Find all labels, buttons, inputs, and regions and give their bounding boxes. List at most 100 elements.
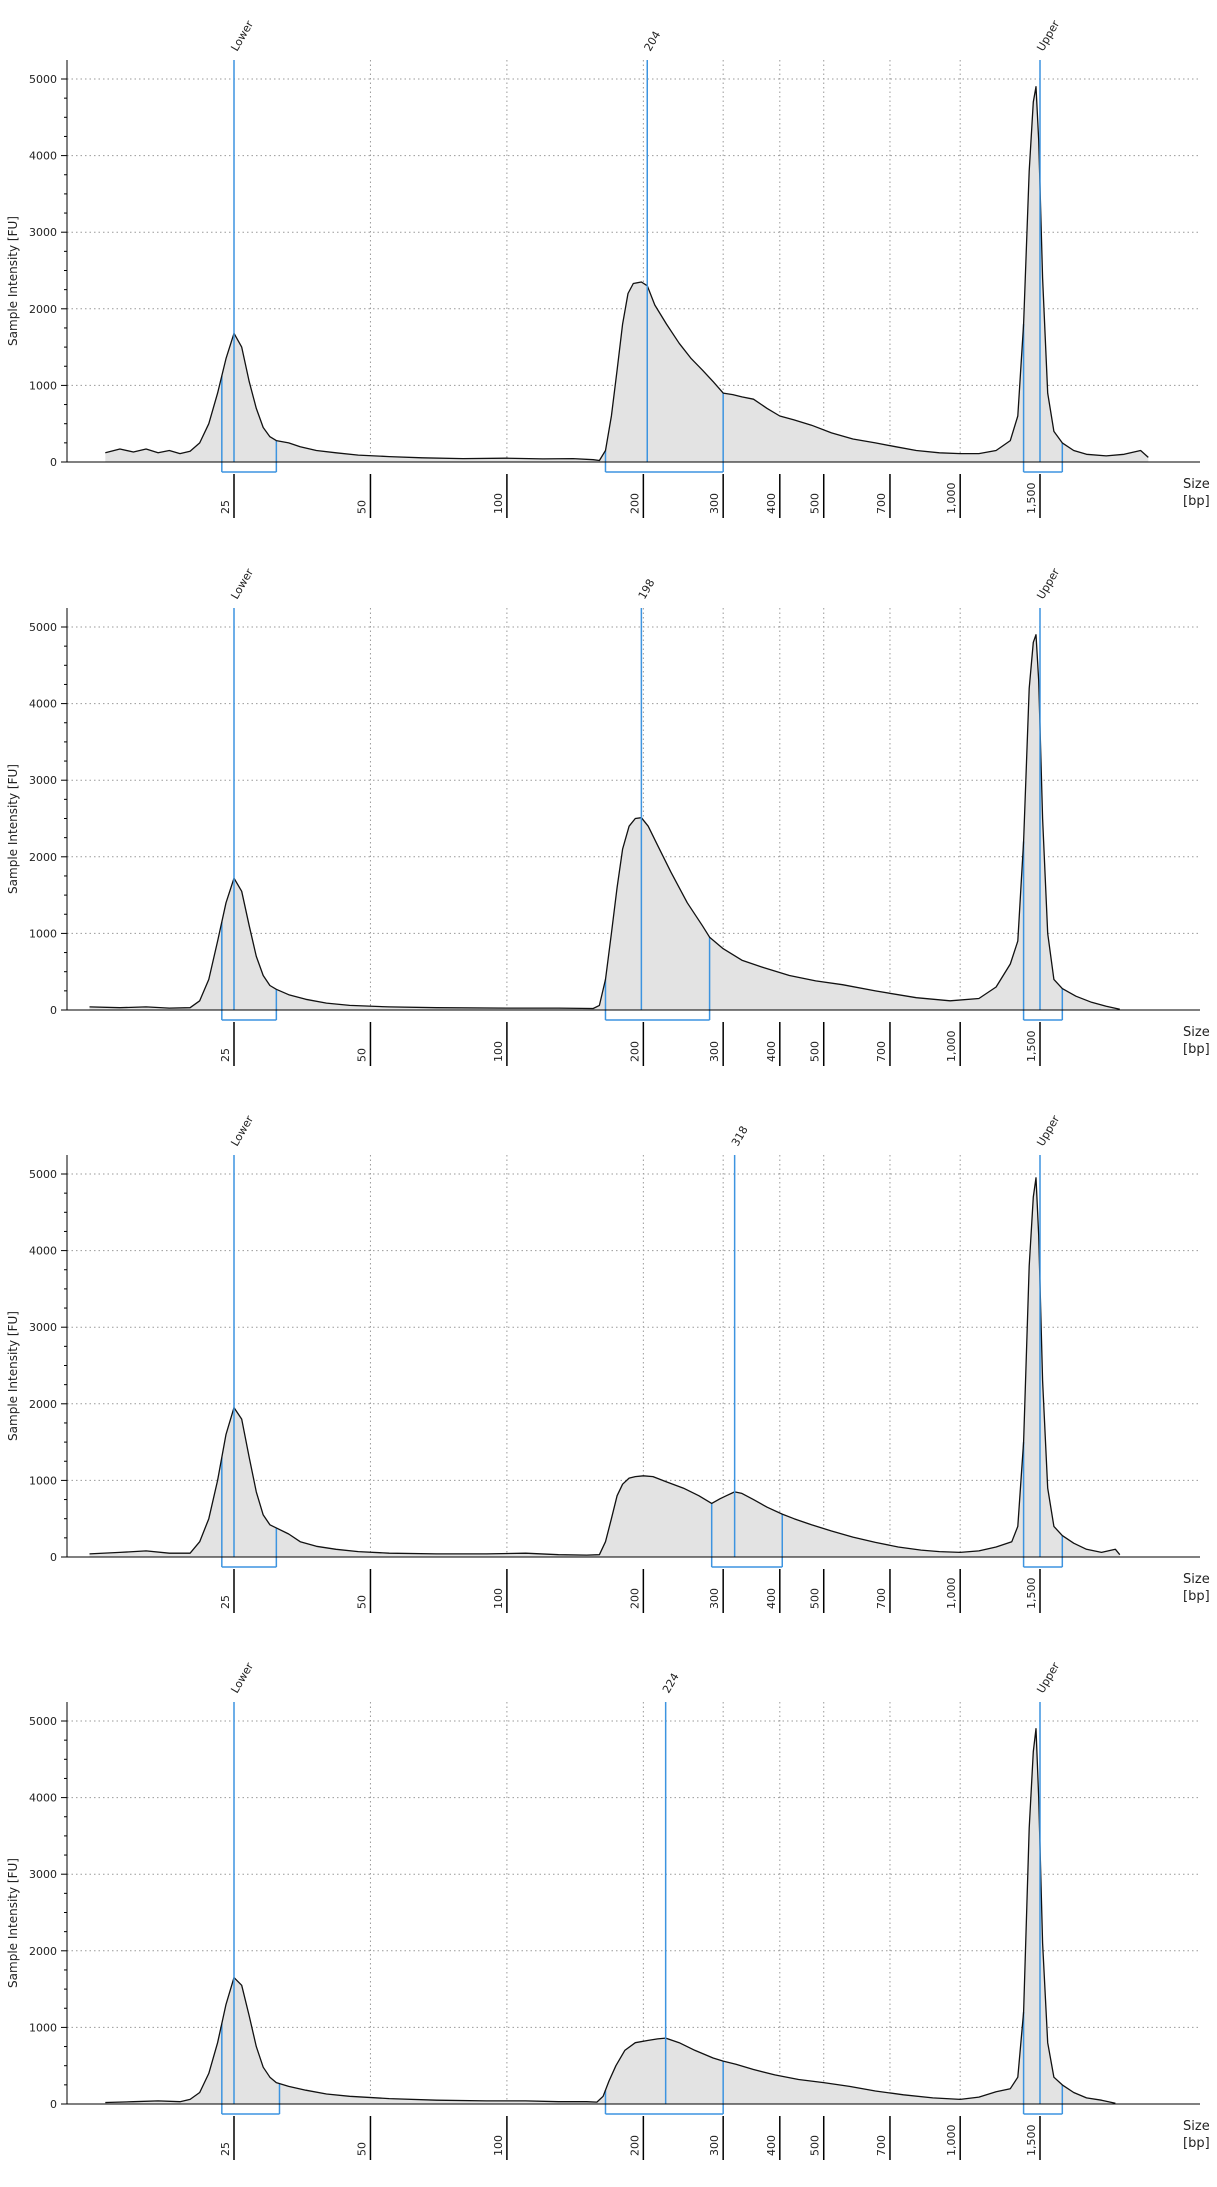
chart-4-x-tick-label-400: 400 (765, 2135, 778, 2156)
chart-3-x-tick-label-25: 25 (219, 1595, 232, 1609)
chart-2-x-tick-label-500: 500 (809, 1041, 822, 1062)
chart-3-y-tick-label-3000: 3000 (29, 1321, 57, 1334)
chart-1-y-axis-label: Sample Intensity [FU] (6, 216, 20, 346)
chart-3-x-tick-label-50: 50 (355, 1595, 368, 1609)
electropherogram-chart-1: Lower 204 Upper 0 1000 2000 3000 4000 5000 Sample… (6, 18, 1210, 518)
chart-4-x-tick-label-1500: 1,500 (1025, 2125, 1038, 2157)
chart-4-x-tick-label-300: 300 (708, 2135, 721, 2156)
chart-1-x-tick-label-25: 25 (219, 500, 232, 514)
chart-3-x-tick-label-700: 700 (875, 1588, 888, 1609)
chart-4-y-tick-label-2000: 2000 (29, 1945, 57, 1958)
chart-4-x-tick-label-1000: 1,000 (945, 2125, 958, 2157)
electropherogram-chart-3: Lower 318 Upper 0 1000 2000 3000 4000 5000 Sample… (6, 1113, 1210, 1613)
chart-2-y-tick-label-0: 0 (50, 1004, 57, 1017)
chart-3-x-tick-label-300: 300 (708, 1588, 721, 1609)
chart-3-x-axis-unit: [bp] (1183, 1589, 1210, 1604)
chart-2-peak-label-1: Lower (228, 566, 256, 601)
chart-1-x-tick-label-300: 300 (708, 493, 721, 514)
chart-3-y-tick-label-1000: 1000 (29, 1474, 57, 1487)
chart-1-x-tick-label-500: 500 (809, 493, 822, 514)
chart-2-x-tick-label-200: 200 (628, 1041, 641, 1062)
chart-3-x-axis-label: Size (1183, 1572, 1210, 1587)
chart-2-x-axis-label: Size (1183, 1025, 1210, 1040)
chart-2-x-tick-label-1500: 1,500 (1025, 1031, 1038, 1063)
chart-2-y-tick-label-5000: 5000 (29, 621, 57, 634)
chart-4-peak-label-3: Upper (1034, 1660, 1062, 1696)
chart-3-peak-label-1: Lower (228, 1113, 256, 1148)
chart-3-x-tick-label-200: 200 (628, 1588, 641, 1609)
chart-1-x-tick-label-200: 200 (628, 493, 641, 514)
chart-2-x-axis-unit: [bp] (1183, 1042, 1210, 1057)
chart-1-y-tick-label-2000: 2000 (29, 303, 57, 316)
chart-4-x-axis-label: Size (1183, 2119, 1210, 2134)
chart-2-y-tick-label-2000: 2000 (29, 851, 57, 864)
chart-4-y-axis-label: Sample Intensity [FU] (6, 1858, 20, 1988)
chart-1-x-tick-label-50: 50 (355, 500, 368, 514)
chart-1-y-tick-label-3000: 3000 (29, 226, 57, 239)
electropherogram-chart-2: Lower 198 Upper 0 1000 2000 3000 4000 5000 Sample… (6, 566, 1210, 1066)
electropherogram-panel-4: Lower 224 Upper 0 1000 2000 3000 4000 5000 Sample… (0, 1642, 1217, 2187)
chart-3-trace-area (89, 1177, 1120, 1557)
chart-3-peak-label-3: Upper (1034, 1113, 1062, 1149)
chart-4-y-tick-label-0: 0 (50, 2098, 57, 2111)
chart-2-trace-area (89, 634, 1120, 1010)
chart-4-y-tick-label-1000: 1000 (29, 2021, 57, 2034)
chart-2-x-tick-label-1000: 1,000 (945, 1031, 958, 1063)
chart-3-y-tick-label-4000: 4000 (29, 1245, 57, 1258)
chart-4-peak-label-2: 224 (660, 1671, 682, 1696)
chart-4-x-axis-unit: [bp] (1183, 2136, 1210, 2151)
chart-2-y-tick-label-1000: 1000 (29, 927, 57, 940)
chart-4-x-tick-label-50: 50 (355, 2142, 368, 2156)
chart-1-x-tick-label-100: 100 (492, 493, 505, 514)
chart-2-x-tick-label-100: 100 (492, 1041, 505, 1062)
chart-3-peak-label-2: 318 (729, 1124, 751, 1149)
chart-1-y-tick-label-0: 0 (50, 456, 57, 469)
chart-4-y-tick-label-5000: 5000 (29, 1715, 57, 1728)
chart-2-x-tick-label-300: 300 (708, 1041, 721, 1062)
chart-3-x-tick-label-400: 400 (765, 1588, 778, 1609)
chart-1-x-tick-label-400: 400 (765, 493, 778, 514)
chart-1-trace-line (105, 86, 1149, 462)
chart-1-trace-area (105, 86, 1149, 462)
chart-3-x-tick-label-1000: 1,000 (945, 1578, 958, 1610)
chart-1-x-tick-label-1000: 1,000 (945, 483, 958, 515)
electropherogram-chart-4: Lower 224 Upper 0 1000 2000 3000 4000 5000 Sample… (6, 1660, 1210, 2160)
chart-2-y-tick-label-3000: 3000 (29, 774, 57, 787)
chart-4-y-tick-label-4000: 4000 (29, 1792, 57, 1805)
chart-1-y-tick-label-1000: 1000 (29, 379, 57, 392)
chart-1-peak-label-2: 204 (642, 29, 664, 54)
chart-2-peak-label-2: 198 (636, 577, 658, 602)
chart-3-x-tick-label-1500: 1,500 (1025, 1578, 1038, 1610)
chart-4-y-tick-label-3000: 3000 (29, 1868, 57, 1881)
chart-3-y-axis-label: Sample Intensity [FU] (6, 1311, 20, 1441)
chart-4-x-tick-label-100: 100 (492, 2135, 505, 2156)
chart-4-x-tick-label-700: 700 (875, 2135, 888, 2156)
chart-3-trace-line (89, 1177, 1121, 1556)
chart-4-peak-label-1: Lower (228, 1660, 256, 1695)
chart-1-y-tick-label-4000: 4000 (29, 150, 57, 163)
chart-2-x-tick-label-50: 50 (355, 1048, 368, 1062)
chart-1-y-tick-label-5000: 5000 (29, 73, 57, 86)
chart-2-y-axis-label: Sample Intensity [FU] (6, 764, 20, 894)
chart-3-y-tick-label-5000: 5000 (29, 1168, 57, 1181)
electropherogram-panel-1: Lower 204 Upper 0 1000 2000 3000 4000 5000 Sample… (0, 0, 1217, 545)
chart-4-x-tick-label-200: 200 (628, 2135, 641, 2156)
chart-3-y-tick-label-2000: 2000 (29, 1398, 57, 1411)
chart-3-x-tick-label-100: 100 (492, 1588, 505, 1609)
chart-2-x-tick-label-25: 25 (219, 1048, 232, 1062)
chart-4-trace-line (105, 1728, 1116, 2104)
chart-4-x-tick-label-25: 25 (219, 2142, 232, 2156)
chart-3-x-tick-label-500: 500 (809, 1588, 822, 1609)
chart-1-x-axis-label: Size (1183, 477, 1210, 492)
chart-1-x-tick-label-1500: 1,500 (1025, 483, 1038, 515)
chart-1-x-axis-unit: [bp] (1183, 494, 1210, 509)
chart-3-y-tick-label-0: 0 (50, 1551, 57, 1564)
electropherogram-panel-3: Lower 318 Upper 0 1000 2000 3000 4000 5000 Sample… (0, 1095, 1217, 1640)
chart-2-peak-label-3: Upper (1034, 566, 1062, 602)
chart-2-x-tick-label-400: 400 (765, 1041, 778, 1062)
chart-1-peak-label-1: Lower (228, 18, 256, 53)
chart-1-x-tick-label-700: 700 (875, 493, 888, 514)
chart-2-y-tick-label-4000: 4000 (29, 698, 57, 711)
chart-4-x-tick-label-500: 500 (809, 2135, 822, 2156)
